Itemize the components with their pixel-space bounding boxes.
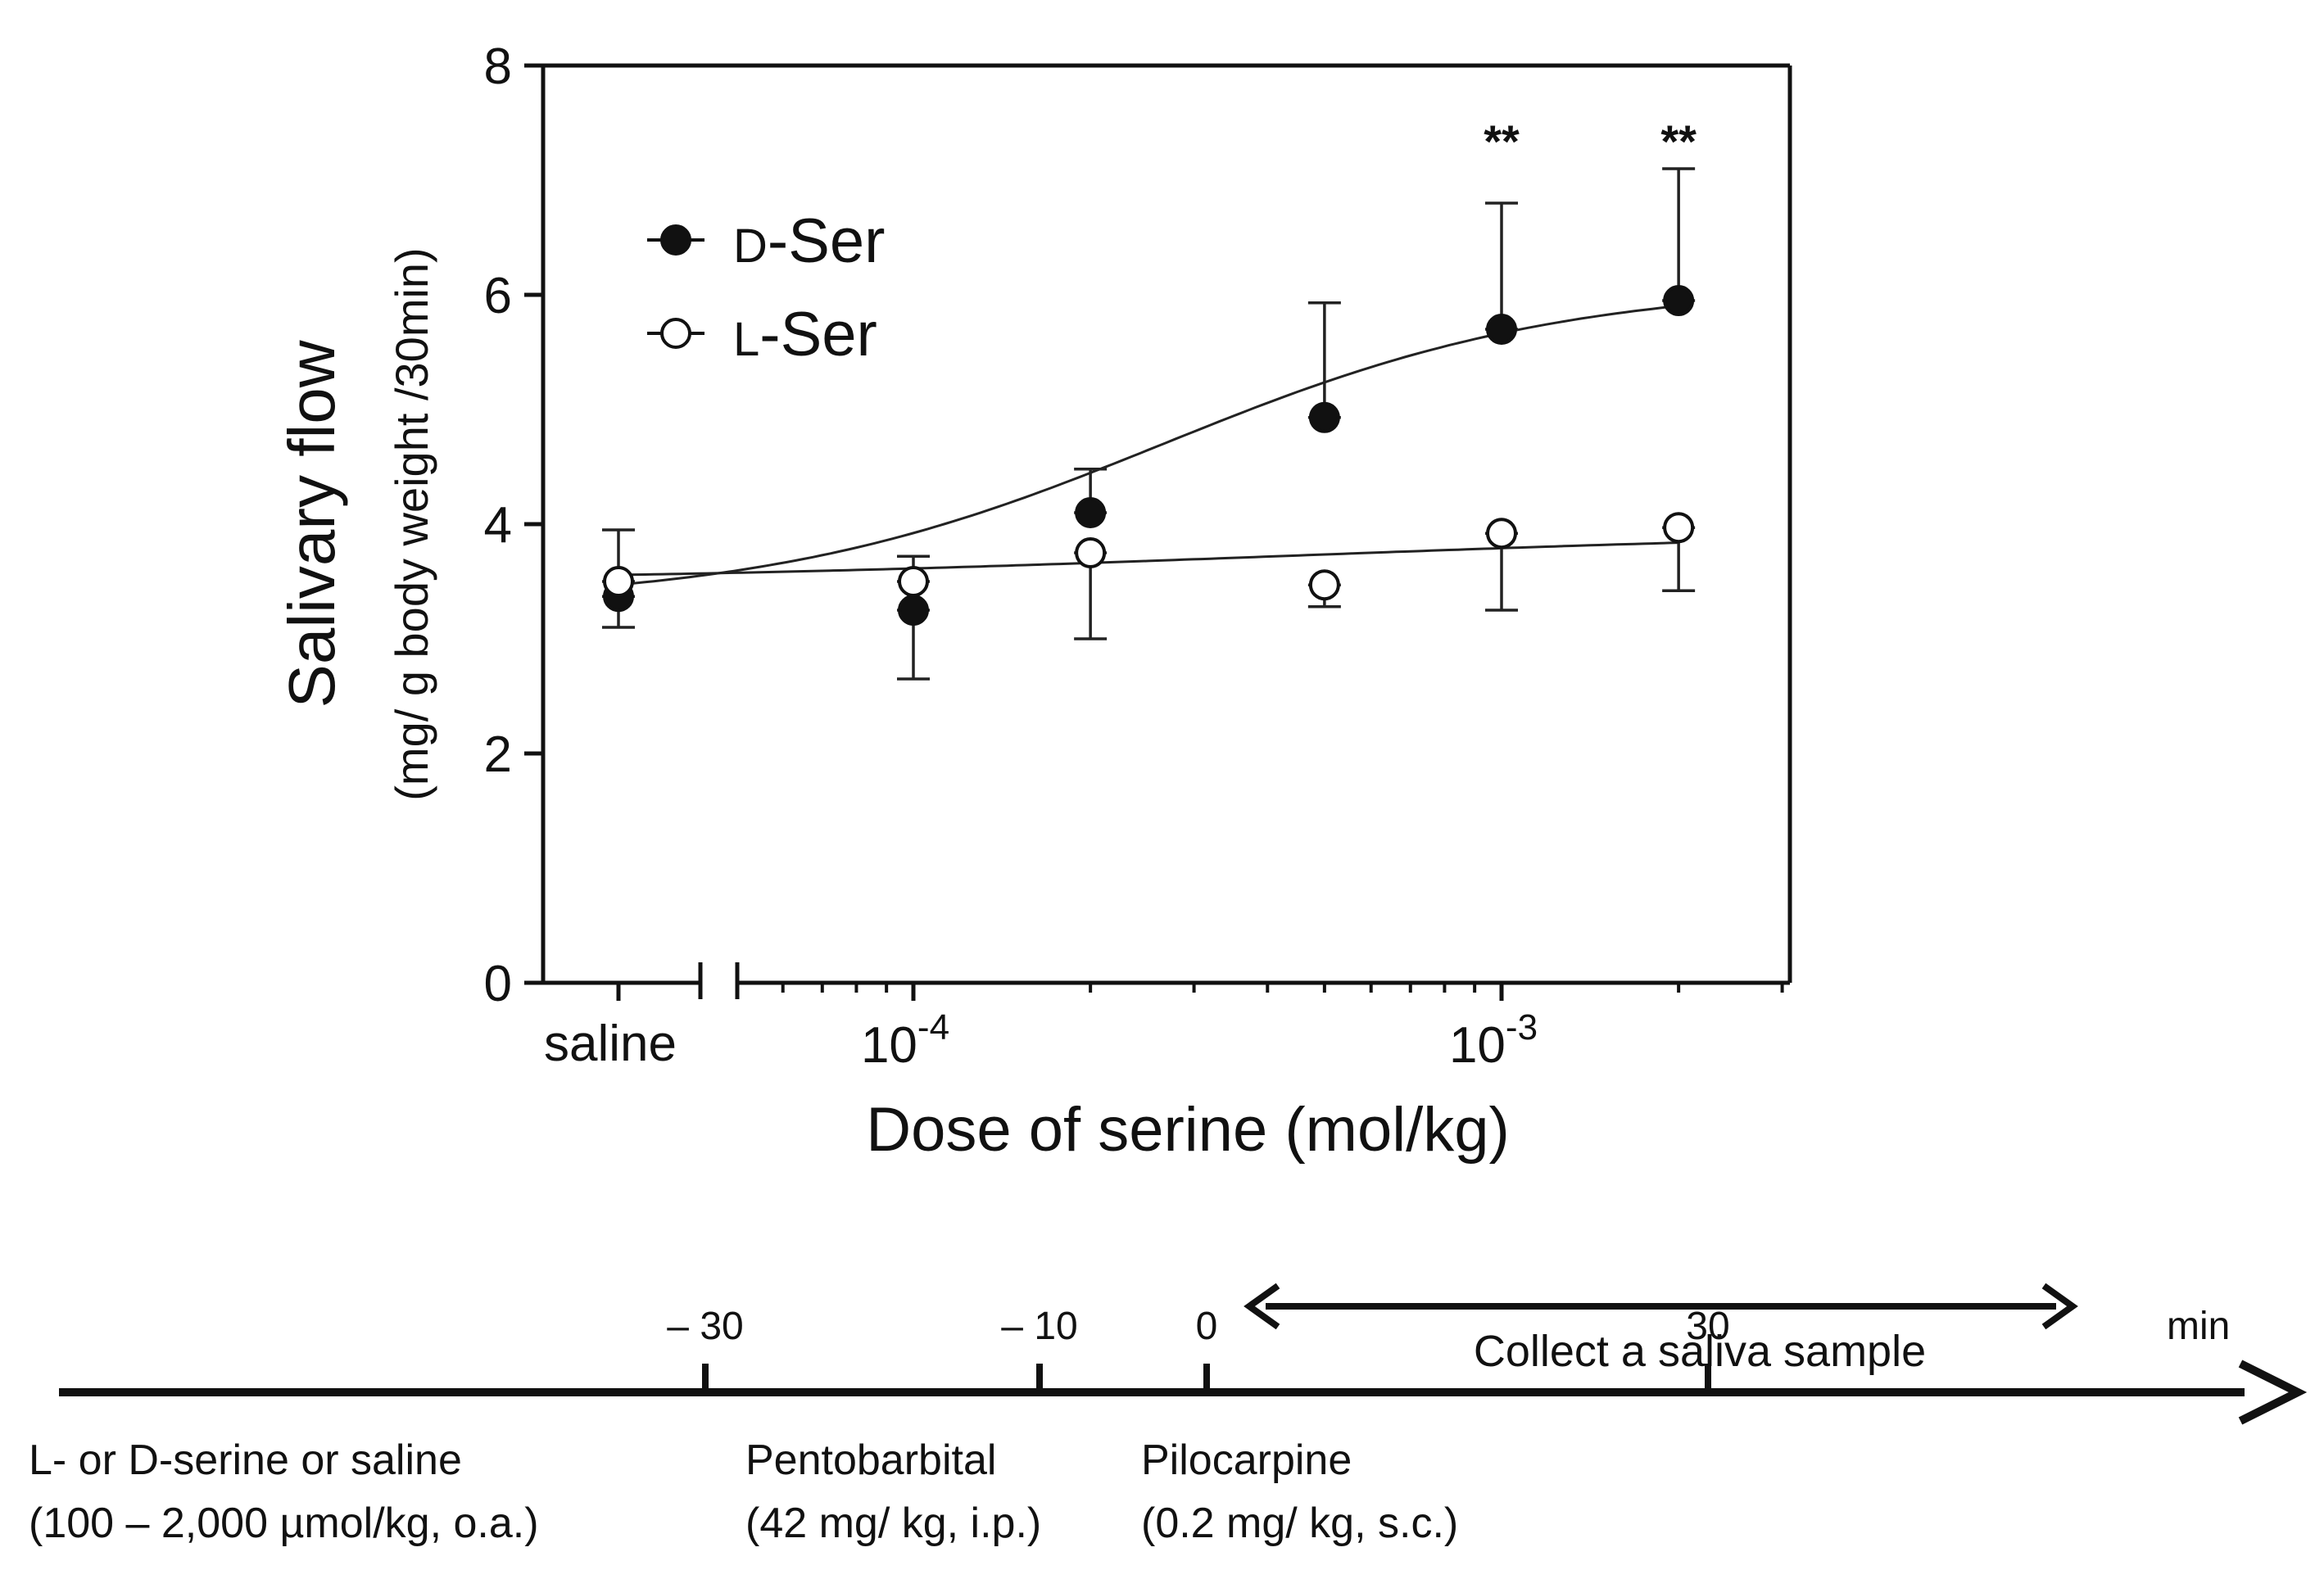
timeline-ticks: – 30 – 10 0 30 xyxy=(667,1305,1730,1392)
significance-mark: ** xyxy=(1660,115,1697,167)
y-tick-label: 4 xyxy=(484,497,512,554)
legend-dser-label: D-Ser xyxy=(733,206,885,276)
x-control-tick-label: saline xyxy=(544,1016,677,1072)
timeline-tick-label: – 30 xyxy=(667,1305,743,1348)
x-axis-label: Dose of serine (mol/kg) xyxy=(866,1095,1510,1165)
point-l-ser xyxy=(898,566,929,597)
y-axis-units: (mg/ g body weight /30min) xyxy=(386,247,437,800)
legend-lser-label: L-Ser xyxy=(733,300,877,369)
timeline-event-detail: (42 mg/ kg, i.p.) xyxy=(745,1500,1041,1547)
x-minor-ticks xyxy=(781,983,1784,993)
y-tick-label: 8 xyxy=(484,38,512,95)
significance-mark: ** xyxy=(1484,115,1520,167)
y-axis-label: Salivary flow xyxy=(275,340,348,708)
fit-curve-l-ser xyxy=(618,541,1679,577)
timeline-events: L- or D-serine or saline (100 – 2,000 µmo… xyxy=(29,1437,1458,1547)
y-tick-label: 2 xyxy=(484,726,512,783)
timeline-event-title: Pentobarbital xyxy=(745,1437,996,1484)
point-d-ser xyxy=(1308,401,1340,433)
dose-response-chart: 0 2 4 6 8 10-4 10-3 saline Dose of serine (mo… xyxy=(275,38,1792,1165)
timeline-event-detail: (0.2 mg/ kg, s.c.) xyxy=(1141,1500,1458,1547)
collect-arrow-left-head xyxy=(1244,1283,1280,1330)
point-d-ser xyxy=(1486,314,1517,345)
collect-arrow-right-head xyxy=(2041,1283,2078,1330)
timeline-tick-label: – 10 xyxy=(1001,1305,1077,1348)
y-tick-label: 0 xyxy=(484,956,512,1012)
point-l-ser xyxy=(1075,537,1107,568)
x-tick-label: 10-4 xyxy=(861,1007,949,1074)
timeline-tick-label: 30 xyxy=(1686,1305,1729,1348)
legend: D-Ser L-Ser xyxy=(647,206,885,369)
point-d-ser xyxy=(1663,285,1695,316)
timeline-event-detail: (100 – 2,000 µmol/kg, o.a.) xyxy=(29,1500,539,1547)
timeline-arrow-head xyxy=(2238,1360,2308,1425)
timeline-event-title: Pilocarpine xyxy=(1141,1437,1352,1484)
significance-annotations: ** ** xyxy=(1484,115,1697,167)
point-d-ser xyxy=(1075,497,1107,528)
point-l-ser-control xyxy=(603,566,634,597)
data-points xyxy=(603,285,1695,626)
legend-lser-marker xyxy=(660,318,691,349)
timeline-unit: min xyxy=(2167,1305,2230,1348)
point-d-ser xyxy=(898,595,929,626)
plot-frame xyxy=(541,63,1792,1001)
point-l-ser xyxy=(1308,569,1340,601)
timeline-tick-label: 0 xyxy=(1196,1305,1218,1348)
collect-label: Collect a saliva sample xyxy=(1474,1327,1926,1376)
y-tick-label: 6 xyxy=(484,268,512,324)
x-tick-label: 10-3 xyxy=(1449,1007,1538,1074)
point-l-ser xyxy=(1663,512,1695,544)
point-l-ser xyxy=(1486,518,1517,550)
protocol-timeline: – 30– 10 0 30 min Collect a saliva sample … xyxy=(29,1283,2308,1547)
legend-dser-marker xyxy=(660,224,691,256)
y-axis: 0 2 4 6 8 xyxy=(484,38,543,1012)
x-axis: 10-4 10-3 xyxy=(861,983,1538,1074)
timeline-event-title: L- or D-serine or saline xyxy=(29,1437,462,1484)
